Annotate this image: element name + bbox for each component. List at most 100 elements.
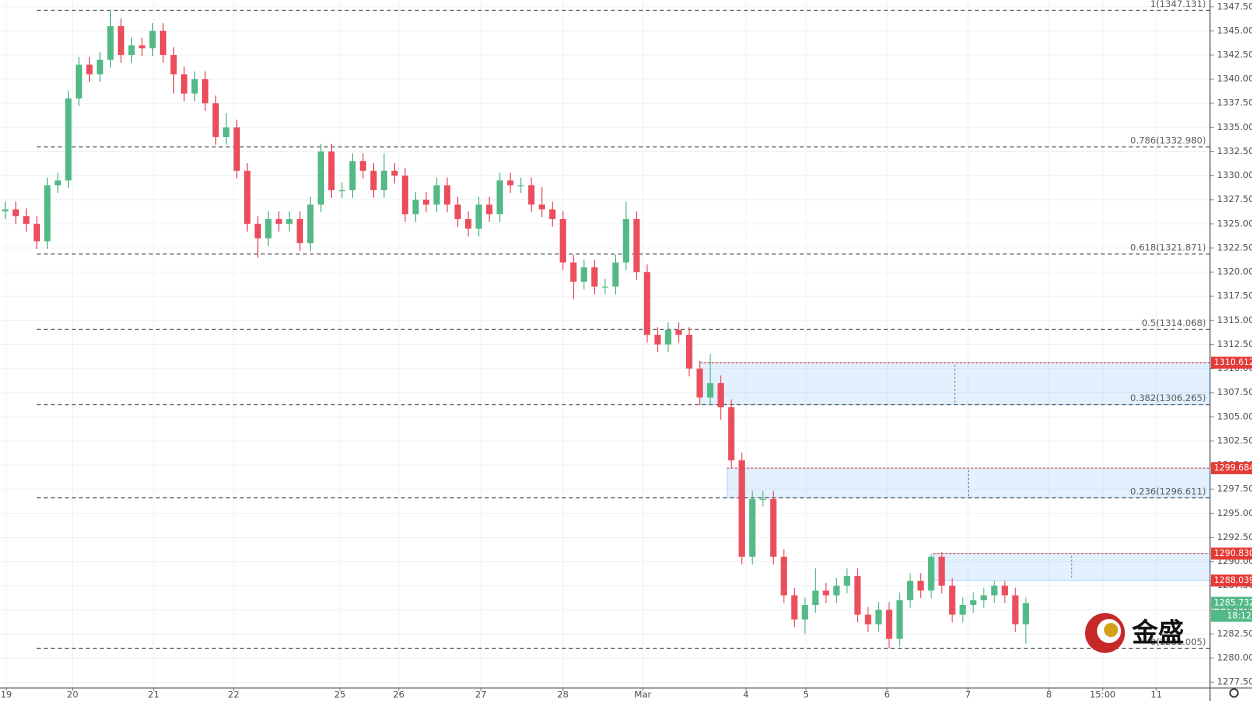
price-label: 1290.830 — [1214, 549, 1252, 559]
countdown-bg — [1211, 609, 1252, 622]
y-tick-label: 1327.500 — [1217, 195, 1252, 205]
y-tick-label: 1322.500 — [1217, 243, 1252, 253]
y-tick-label: 1345.000 — [1217, 26, 1252, 36]
x-tick-label: 25 — [334, 691, 345, 701]
candle-body — [107, 26, 114, 60]
candle-body — [265, 219, 272, 239]
price-label-bg — [1211, 596, 1252, 609]
candle-body — [528, 185, 535, 205]
y-tick-label: 1295.000 — [1217, 509, 1252, 519]
watermark: 金盛 — [1131, 618, 1184, 649]
candle-body — [170, 55, 177, 75]
fib-label: 1(1347.131) — [1150, 0, 1206, 10]
settings-icon[interactable] — [1229, 688, 1239, 698]
candle-body — [675, 330, 682, 335]
gear[interactable] — [1229, 688, 1239, 698]
candle-body — [885, 609, 893, 639]
candle-body — [223, 127, 230, 138]
candle-body — [896, 600, 903, 639]
y-tick-label: 1290.000 — [1217, 557, 1252, 567]
candle-body — [86, 64, 93, 75]
candle-body — [717, 383, 724, 408]
candle-body — [864, 614, 872, 625]
candle-body — [401, 175, 409, 215]
candle-body — [138, 45, 146, 49]
x-tick-label: 20 — [67, 691, 79, 701]
y-tick-label: 1302.500 — [1217, 436, 1252, 446]
candle-body — [959, 605, 966, 615]
y-tick-label: 1307.500 — [1217, 388, 1252, 398]
candle-body — [454, 204, 461, 220]
price-label: 1288.039 — [1214, 576, 1252, 586]
candle-body — [275, 219, 282, 224]
candle-body — [791, 595, 798, 620]
candle-body — [633, 219, 640, 273]
candle-body — [486, 204, 493, 215]
candle-body — [286, 219, 293, 224]
candle-body — [317, 151, 325, 205]
y-tick-label: 1282.500 — [1217, 629, 1252, 639]
candle-body — [2, 209, 9, 212]
y-tick-label: 1332.500 — [1217, 147, 1252, 157]
candle-body — [780, 556, 788, 596]
candle-body — [686, 334, 693, 369]
fib-label: 0.382(1306.265) — [1130, 394, 1206, 404]
price-label: 1285.732 — [1214, 598, 1252, 608]
candle-body — [980, 595, 987, 601]
fib-label: 0.786(1332.980) — [1130, 136, 1206, 146]
x-tick-label: 6 — [884, 691, 890, 701]
candle-body — [244, 170, 251, 224]
candle-body — [707, 383, 714, 398]
candle-body — [770, 498, 777, 557]
candle-body — [359, 161, 367, 171]
logo-dot — [1104, 623, 1118, 637]
candle-body — [917, 580, 924, 591]
candle-body — [444, 185, 451, 205]
candle-body — [96, 59, 104, 75]
candle-body — [1001, 585, 1008, 596]
price-label: 1299.684 — [1214, 464, 1252, 474]
price-label: 1310.612 — [1214, 358, 1252, 368]
fib-label: 0.236(1296.611) — [1130, 487, 1206, 497]
candle-body — [538, 204, 546, 210]
x-tick-label: 4 — [743, 691, 749, 701]
candle-body — [44, 185, 51, 242]
price-label-bg — [1211, 462, 1252, 475]
price-label-bg — [1211, 547, 1252, 560]
candle-body — [1012, 595, 1019, 625]
x-tick-label: 8 — [1046, 691, 1052, 701]
fib-label: 0.5(1314.068) — [1142, 319, 1206, 329]
x-tick-label: 7 — [965, 691, 971, 701]
candle-body — [906, 580, 914, 601]
candle-body — [202, 79, 209, 104]
y-tick-label: 1320.000 — [1217, 268, 1252, 278]
candle-body — [738, 460, 745, 557]
candle-body — [612, 262, 619, 287]
candle-body — [191, 79, 198, 94]
candle-body — [65, 98, 72, 181]
y-tick-label: 1347.500 — [1217, 2, 1252, 12]
y-tick-label: 1337.500 — [1217, 99, 1252, 109]
y-tick-label: 1342.500 — [1217, 51, 1252, 61]
candle-body — [843, 576, 851, 586]
x-tick-label: 27 — [475, 691, 486, 701]
x-tick-label: 26 — [393, 691, 405, 701]
candle-body — [854, 576, 861, 615]
candle-body — [728, 407, 735, 461]
candle-body — [749, 498, 756, 557]
candle-body — [875, 609, 882, 625]
candle-body — [33, 223, 40, 242]
y-tick-label: 1335.000 — [1217, 123, 1252, 133]
candle-body — [822, 590, 830, 596]
candle-body — [622, 219, 630, 263]
x-tick-label: 11 — [1151, 691, 1162, 701]
candle-body — [475, 204, 482, 229]
y-tick-label: 1277.500 — [1217, 678, 1252, 688]
y-tick-label: 1330.000 — [1217, 171, 1252, 181]
fib-label: 0.618(1321.871) — [1130, 244, 1206, 254]
candle-body — [212, 103, 219, 138]
candle-body — [517, 185, 524, 187]
countdown: 18:12 — [1227, 611, 1252, 621]
